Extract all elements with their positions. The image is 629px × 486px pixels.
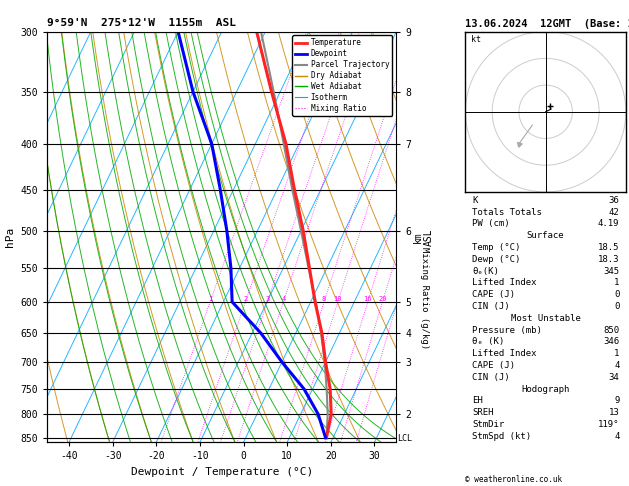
Text: 346: 346 [603, 337, 620, 347]
Text: CIN (J): CIN (J) [472, 373, 509, 382]
Text: 13.06.2024  12GMT  (Base: 12): 13.06.2024 12GMT (Base: 12) [465, 19, 629, 29]
Text: 9: 9 [614, 397, 620, 405]
Text: 18.3: 18.3 [598, 255, 620, 264]
Text: CIN (J): CIN (J) [472, 302, 509, 311]
Text: CAPE (J): CAPE (J) [472, 290, 515, 299]
Text: StmDir: StmDir [472, 420, 504, 429]
Text: Temp (°C): Temp (°C) [472, 243, 520, 252]
Text: 13: 13 [609, 408, 620, 417]
Text: 42: 42 [609, 208, 620, 217]
Text: CAPE (J): CAPE (J) [472, 361, 515, 370]
X-axis label: Dewpoint / Temperature (°C): Dewpoint / Temperature (°C) [131, 467, 313, 477]
Text: EH: EH [472, 397, 482, 405]
Text: 0: 0 [614, 302, 620, 311]
Text: Hodograph: Hodograph [521, 384, 570, 394]
Text: 20: 20 [378, 296, 387, 302]
Text: 119°: 119° [598, 420, 620, 429]
Text: 16: 16 [364, 296, 372, 302]
Text: 3: 3 [265, 296, 269, 302]
Text: 850: 850 [603, 326, 620, 335]
Text: Most Unstable: Most Unstable [511, 314, 581, 323]
Text: 2: 2 [243, 296, 248, 302]
Text: 4: 4 [614, 361, 620, 370]
Text: Mixing Ratio (g/kg): Mixing Ratio (g/kg) [420, 247, 429, 349]
Legend: Temperature, Dewpoint, Parcel Trajectory, Dry Adiabat, Wet Adiabat, Isotherm, Mi: Temperature, Dewpoint, Parcel Trajectory… [292, 35, 392, 116]
Text: kt: kt [471, 35, 481, 44]
Text: Lifted Index: Lifted Index [472, 278, 537, 287]
Text: 34: 34 [609, 373, 620, 382]
Text: 18.5: 18.5 [598, 243, 620, 252]
Text: LCL: LCL [398, 434, 413, 443]
Text: 10: 10 [333, 296, 342, 302]
Text: 1: 1 [614, 278, 620, 287]
Text: Surface: Surface [527, 231, 564, 240]
Text: © weatheronline.co.uk: © weatheronline.co.uk [465, 474, 562, 484]
Text: Lifted Index: Lifted Index [472, 349, 537, 358]
Text: θₑ(K): θₑ(K) [472, 267, 499, 276]
Text: K: K [472, 196, 477, 205]
Text: 345: 345 [603, 267, 620, 276]
Text: 8: 8 [322, 296, 326, 302]
Text: 4: 4 [614, 432, 620, 441]
Text: 4: 4 [281, 296, 286, 302]
Text: PW (cm): PW (cm) [472, 219, 509, 228]
Text: 9°59'N  275°12'W  1155m  ASL: 9°59'N 275°12'W 1155m ASL [47, 18, 236, 28]
Text: Pressure (mb): Pressure (mb) [472, 326, 542, 335]
Text: StmSpd (kt): StmSpd (kt) [472, 432, 531, 441]
Y-axis label: hPa: hPa [5, 227, 15, 247]
Text: 1: 1 [208, 296, 212, 302]
Text: Totals Totals: Totals Totals [472, 208, 542, 217]
Text: θₑ (K): θₑ (K) [472, 337, 504, 347]
Text: SREH: SREH [472, 408, 493, 417]
Text: Dewp (°C): Dewp (°C) [472, 255, 520, 264]
Text: 4.19: 4.19 [598, 219, 620, 228]
Y-axis label: km
ASL: km ASL [413, 228, 434, 246]
Text: 1: 1 [614, 349, 620, 358]
Text: 0: 0 [614, 290, 620, 299]
Text: 36: 36 [609, 196, 620, 205]
